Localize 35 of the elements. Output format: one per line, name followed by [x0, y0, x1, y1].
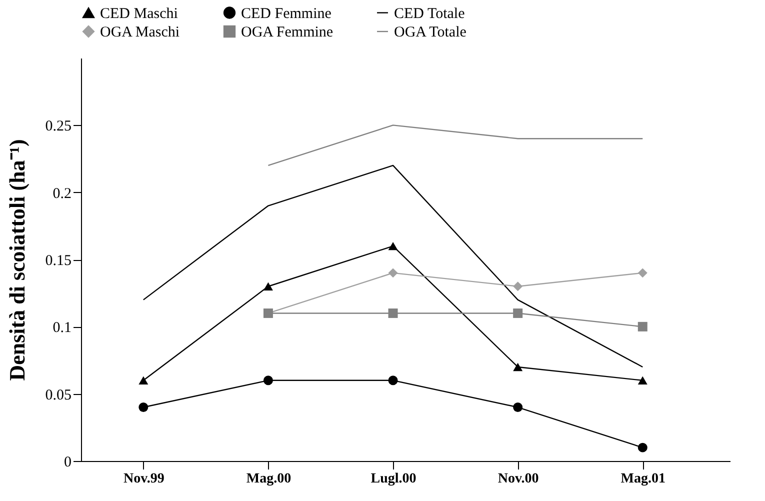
point [388, 308, 398, 318]
x-tick-label: Mag.01 [620, 472, 666, 486]
y-tick-label: 0 [64, 454, 72, 470]
point [513, 402, 523, 412]
x-tick-label: Nov.00 [498, 472, 539, 486]
point [638, 268, 648, 278]
point [513, 282, 523, 292]
point [638, 376, 648, 385]
line-series [142, 164, 644, 368]
y-axis-title: Densità di scoiattoli (ha⁻¹) [4, 139, 30, 381]
legend-label: CED Femmine [241, 6, 332, 22]
point [638, 322, 648, 332]
point [513, 308, 523, 318]
point [513, 362, 523, 372]
y-tick-label: 0.1 [52, 320, 72, 336]
y-tick-label: 0.05 [45, 387, 72, 404]
point [388, 376, 398, 386]
point [263, 282, 273, 290]
point [263, 376, 273, 386]
point [388, 268, 398, 278]
legend-label: OGA Maschi [100, 24, 180, 40]
legend-label: CED Totale [394, 6, 466, 22]
point [388, 242, 398, 250]
x-tick-label: Nov.99 [123, 472, 164, 486]
y-tick-label: 0.25 [45, 118, 72, 135]
x-tick-label: Lugl.00 [370, 472, 416, 486]
legend-label: OGA Totale [394, 24, 467, 40]
point [138, 402, 148, 412]
legend-label: CED Maschi [100, 6, 178, 22]
y-tick-label: 0.2 [52, 186, 72, 202]
x-tick-label: Mag.00 [246, 472, 292, 486]
y-tick-label: 0.15 [45, 253, 72, 269]
point [638, 442, 648, 452]
point [138, 376, 148, 385]
legend-label: OGA Femmine [241, 24, 334, 40]
